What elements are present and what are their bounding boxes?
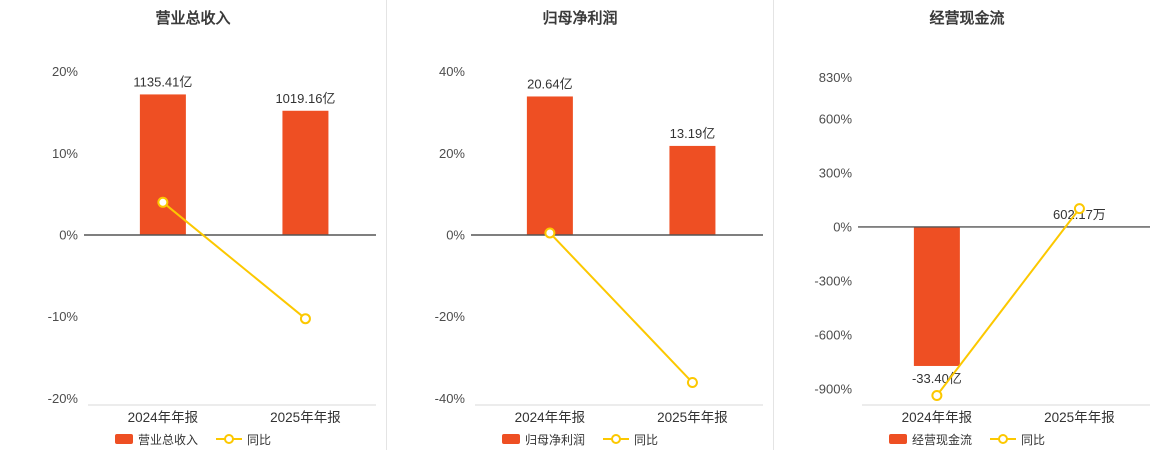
bar-value-label: 602.17万	[1053, 207, 1106, 222]
y-tick-label: 20%	[439, 146, 465, 161]
y-tick-label: 600%	[819, 111, 853, 126]
y-tick-label: 0%	[446, 228, 465, 243]
legend: 经营现金流 同比	[774, 428, 1160, 450]
bar-value-label: 20.64亿	[527, 76, 573, 91]
x-category-label: 2024年年报	[902, 410, 973, 425]
legend: 营业总收入 同比	[0, 428, 386, 450]
bar	[913, 226, 960, 366]
bar-value-label: 1135.41亿	[133, 74, 192, 89]
bar	[139, 94, 186, 235]
yoy-line	[162, 201, 307, 320]
yoy-marker	[544, 227, 556, 239]
y-tick-label: 300%	[819, 165, 853, 180]
bar-value-label: 13.19亿	[670, 126, 716, 141]
y-tick-label: -20%	[435, 309, 466, 324]
line-series-label: 同比	[1021, 432, 1046, 447]
chart-plot-area: 830% 600% 300% 0% -300% -600% -900% -33.40亿 602.…	[814, 70, 1150, 425]
y-tick-label: -600%	[814, 327, 852, 342]
yoy-marker	[157, 196, 169, 208]
line-series-label: 同比	[634, 432, 659, 447]
legend-item-line-series[interactable]: 同比	[990, 431, 1045, 448]
chart-panel-operating-revenue: 营业总收入 20% 10% 0% -10% -20% 1135.41亿 1019.16亿 20…	[0, 0, 386, 450]
x-category-label: 2025年年报	[270, 410, 341, 425]
bar-value-label: 1019.16亿	[275, 91, 335, 106]
legend-item-bar-series[interactable]: 归母净利润	[501, 431, 585, 448]
x-category-label: 2025年年报	[657, 410, 728, 425]
chart-plot-area: 40% 20% 0% -20% -40% 20.64亿 13.19亿 2024年年报 2025年…	[435, 64, 763, 425]
legend-item-line-series[interactable]: 同比	[603, 431, 658, 448]
x-category-label: 2025年年报	[1044, 410, 1115, 425]
y-tick-label: 830%	[819, 70, 853, 85]
y-tick-label: -10%	[48, 309, 79, 324]
bar	[526, 96, 573, 236]
x-category-label: 2024年年报	[515, 410, 586, 425]
bar	[669, 145, 716, 235]
bar-series-swatch-icon	[501, 434, 520, 444]
chart-title: 营业总收入	[155, 9, 231, 27]
bar	[282, 110, 329, 235]
bar-value-label: -33.40亿	[912, 371, 962, 386]
y-tick-label: 0%	[59, 228, 78, 243]
y-tick-label: -20%	[48, 391, 79, 406]
bar-series-label: 归母净利润	[524, 432, 585, 447]
bar-series-swatch-icon	[888, 434, 907, 444]
y-tick-label: 10%	[52, 146, 78, 161]
legend: 归母净利润 同比	[387, 428, 773, 450]
line-series-marker-icon	[603, 434, 629, 445]
chart-title: 经营现金流	[929, 9, 1005, 27]
y-tick-label: 40%	[439, 64, 465, 79]
y-tick-label: 20%	[52, 64, 78, 79]
chart-plot-area: 20% 10% 0% -10% -20% 1135.41亿 1019.16亿 2024年年报 2…	[48, 64, 376, 425]
chart-panel-operating-cashflow: 经营现金流 830% 600% 300% 0% -300% -600% -900% -33.4…	[773, 0, 1160, 450]
y-tick-label: -300%	[814, 273, 852, 288]
legend-item-bar-series[interactable]: 营业总收入	[114, 431, 198, 448]
chart-title: 归母净利润	[542, 9, 618, 27]
yoy-marker	[1073, 203, 1085, 215]
legend-item-bar-series[interactable]: 经营现金流	[888, 431, 972, 448]
y-tick-label: -40%	[435, 391, 466, 406]
yoy-marker	[686, 377, 698, 389]
yoy-marker	[299, 313, 311, 325]
chart-panel-net-profit: 归母净利润 40% 20% 0% -20% -40% 20.64亿 13.19亿 2024年年…	[386, 0, 773, 450]
x-category-label: 2024年年报	[128, 410, 199, 425]
y-tick-label: 0%	[833, 219, 852, 234]
line-series-marker-icon	[216, 434, 242, 445]
line-series-label: 同比	[247, 432, 272, 447]
bar-series-label: 经营现金流	[911, 432, 972, 447]
bar-series-label: 营业总收入	[137, 432, 198, 447]
line-series-marker-icon	[990, 434, 1016, 445]
bar-series-swatch-icon	[114, 434, 133, 444]
legend-item-line-series[interactable]: 同比	[216, 431, 271, 448]
yoy-marker	[931, 389, 943, 401]
y-tick-label: -900%	[814, 381, 852, 396]
yoy-line	[936, 207, 1081, 397]
yoy-line	[549, 232, 694, 384]
